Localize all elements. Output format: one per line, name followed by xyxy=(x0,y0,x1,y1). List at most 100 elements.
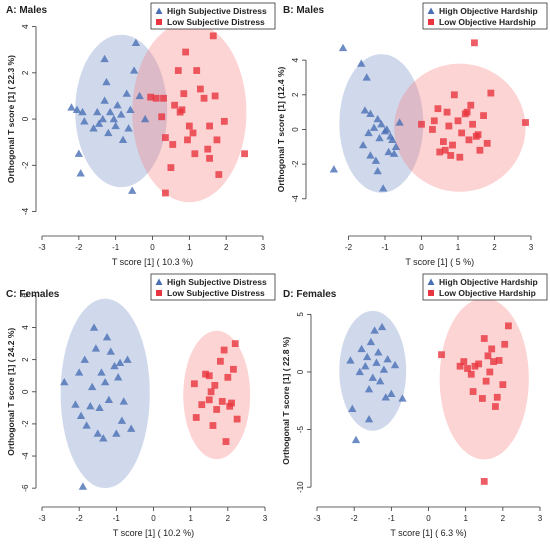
data-point-triangle xyxy=(131,38,141,46)
data-point-triangle xyxy=(60,377,69,386)
data-point-square xyxy=(522,119,529,126)
data-point-triangle xyxy=(361,361,370,370)
y-axis-label: Orthogonal T score [1] ( 22.8 %) xyxy=(281,337,291,465)
data-point-square xyxy=(161,189,169,197)
data-point-triangle xyxy=(113,373,123,381)
legend-marker-triangle xyxy=(155,278,163,285)
data-point-triangle xyxy=(357,344,366,353)
data-point-square xyxy=(198,401,206,409)
data-point-triangle xyxy=(395,118,404,126)
x-tick-label: -3 xyxy=(38,514,46,523)
legend-entry: High Objective Hardship xyxy=(439,6,538,16)
data-point-triangle xyxy=(381,393,390,401)
data-point-triangle xyxy=(375,133,384,142)
data-point-triangle xyxy=(111,121,120,130)
data-point-triangle xyxy=(94,119,104,127)
y-axis-label: Orthogonal T score [1] (12.4 %) xyxy=(276,66,286,192)
data-point-triangle xyxy=(106,347,115,355)
data-point-square xyxy=(449,141,456,149)
data-point-triangle xyxy=(364,128,373,137)
data-point-triangle xyxy=(124,124,133,132)
data-point-square xyxy=(471,362,479,370)
data-point-triangle xyxy=(98,114,107,123)
data-point-triangle xyxy=(78,482,88,490)
x-axis-label: T score [1] ( 10.2 %) xyxy=(113,528,194,538)
y-tick-label: 2 xyxy=(21,357,30,362)
data-point-triangle xyxy=(348,404,357,412)
legend-entry: High Objective Hardship xyxy=(439,277,538,287)
data-point-square xyxy=(205,372,213,380)
x-tick-label: -1 xyxy=(113,514,121,523)
data-point-square xyxy=(215,171,223,178)
data-point-triangle xyxy=(338,43,348,52)
data-point-triangle xyxy=(378,184,388,192)
data-point-square xyxy=(226,402,234,410)
data-point-triangle xyxy=(377,322,387,331)
x-tick-label: -2 xyxy=(351,514,359,523)
data-point-triangle xyxy=(388,135,397,144)
y-tick-label: -4 xyxy=(21,207,30,215)
legend-marker-square xyxy=(156,290,162,296)
legend-entry: Low Subjective Distress xyxy=(167,17,265,27)
data-point-square xyxy=(213,406,221,413)
data-point-square xyxy=(174,67,182,74)
data-point-square xyxy=(209,32,217,40)
y-tick-label: 2 xyxy=(21,70,30,75)
data-point-triangle xyxy=(100,54,109,63)
data-point-triangle xyxy=(115,358,125,367)
data-point-triangle xyxy=(379,365,389,373)
data-point-triangle xyxy=(374,348,383,356)
data-point-square xyxy=(209,422,217,429)
data-point-square xyxy=(241,150,248,158)
data-point-triangle xyxy=(370,326,379,334)
data-point-triangle xyxy=(128,186,137,194)
legend-box xyxy=(150,273,276,301)
data-point-square xyxy=(458,129,466,137)
x-tick-label: 2 xyxy=(492,243,497,252)
legend-marker-triangle xyxy=(155,7,163,14)
data-point-square xyxy=(474,131,482,139)
legend-entry: Low Subjective Distress xyxy=(167,288,265,298)
data-point-square xyxy=(230,365,237,373)
data-point-triangle xyxy=(346,356,355,364)
data-point-triangle xyxy=(123,355,132,363)
x-tick-label: 1 xyxy=(188,514,193,523)
data-point-triangle xyxy=(104,128,113,137)
data-point-triangle xyxy=(109,114,119,123)
data-point-square xyxy=(224,373,232,381)
legend-marker-square xyxy=(428,290,434,296)
data-point-triangle xyxy=(89,323,99,331)
data-point-square xyxy=(158,113,166,121)
data-point-triangle xyxy=(372,358,381,366)
y-tick-label: 2 xyxy=(291,92,300,97)
data-point-triangle xyxy=(122,89,131,97)
data-point-triangle xyxy=(135,91,144,100)
data-point-triangle xyxy=(76,411,86,420)
data-point-triangle xyxy=(362,73,371,81)
data-point-triangle xyxy=(368,373,377,381)
data-point-square xyxy=(476,146,484,154)
data-point-triangle xyxy=(78,107,87,116)
x-tick-label: 0 xyxy=(151,514,156,523)
legend-entry: Low Objective Hardship xyxy=(439,17,536,27)
data-point-triangle xyxy=(351,435,361,444)
confidence-ellipse-low xyxy=(132,22,247,203)
x-tick-label: -2 xyxy=(76,514,84,523)
data-point-triangle xyxy=(375,376,385,385)
data-point-square xyxy=(445,122,453,130)
data-point-square xyxy=(469,120,476,128)
x-tick-label: -1 xyxy=(112,243,120,252)
data-point-square xyxy=(189,129,197,137)
data-point-square xyxy=(469,388,477,395)
data-point-square xyxy=(200,94,208,102)
data-point-square xyxy=(206,122,213,130)
data-point-square xyxy=(171,101,178,109)
data-point-triangle xyxy=(93,107,102,116)
data-point-triangle xyxy=(329,165,339,173)
data-point-triangle xyxy=(362,352,372,361)
data-point-square xyxy=(184,136,191,144)
data-point-triangle xyxy=(366,109,375,118)
x-tick-label: -1 xyxy=(381,243,389,252)
data-point-triangle xyxy=(364,385,374,393)
